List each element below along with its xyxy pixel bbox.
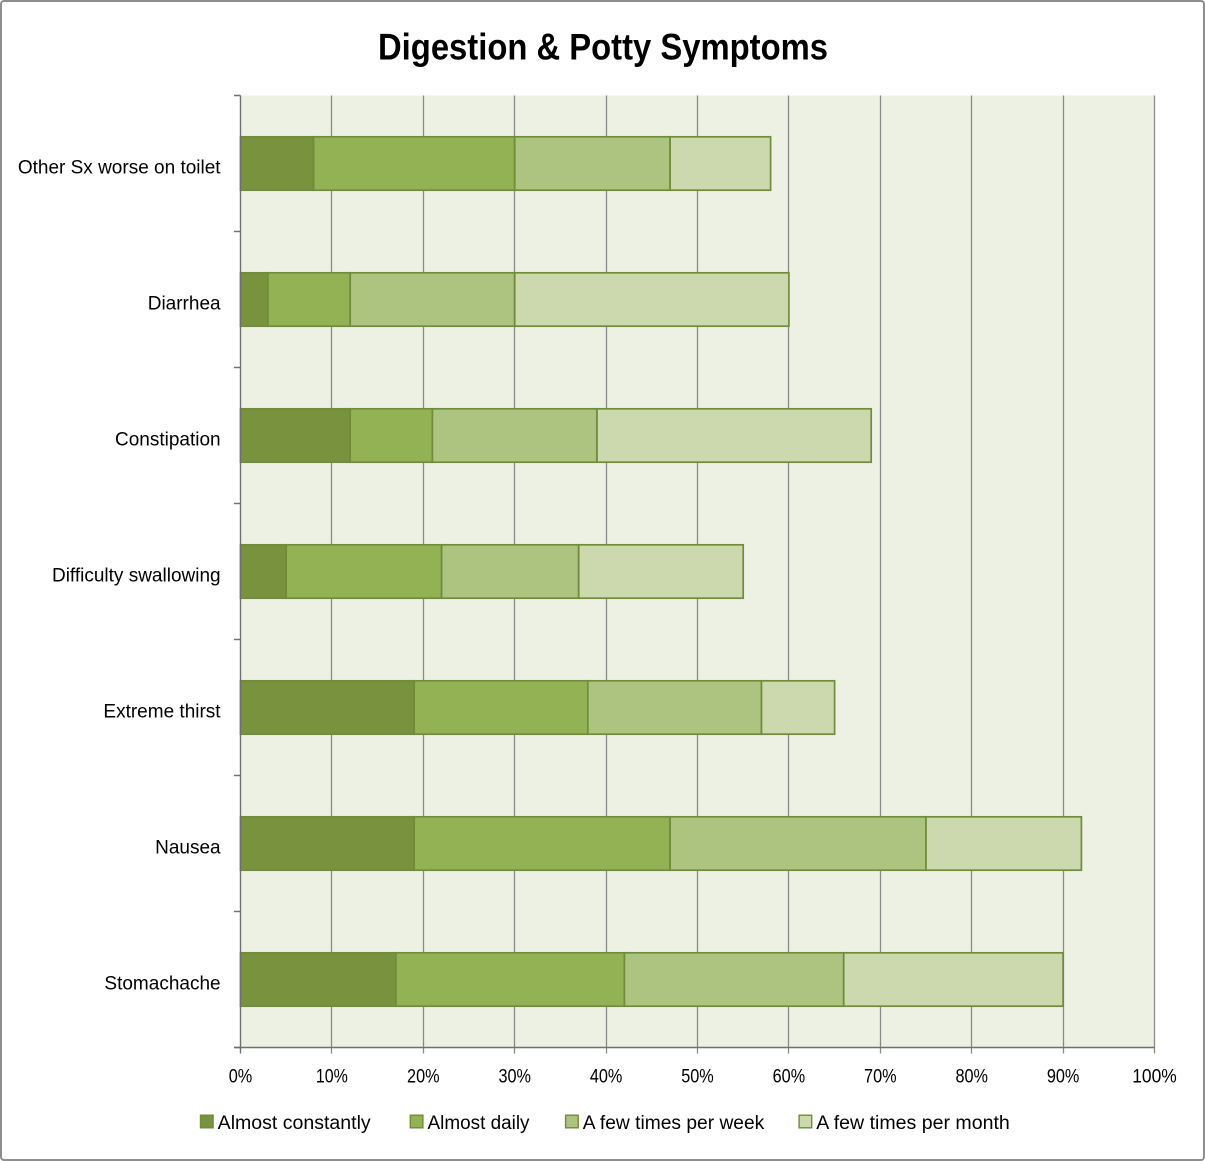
svg-text:Nausea: Nausea	[155, 837, 221, 858]
svg-text:Extreme thirst: Extreme thirst	[103, 701, 221, 722]
svg-text:Almost constantly: Almost constantly	[218, 1113, 371, 1134]
svg-text:80%: 80%	[955, 1066, 988, 1088]
svg-text:50%: 50%	[681, 1066, 714, 1088]
svg-text:70%: 70%	[864, 1066, 897, 1088]
svg-text:0%: 0%	[229, 1066, 253, 1088]
svg-text:Almost daily: Almost daily	[428, 1113, 530, 1134]
svg-text:60%: 60%	[773, 1066, 806, 1088]
svg-text:20%: 20%	[407, 1066, 440, 1088]
svg-text:Diarrhea: Diarrhea	[148, 293, 221, 314]
svg-text:Digestion & Potty Symptoms: Digestion & Potty Symptoms	[378, 26, 828, 67]
svg-text:Constipation: Constipation	[115, 429, 221, 450]
svg-text:90%: 90%	[1047, 1066, 1080, 1088]
svg-text:Stomachache: Stomachache	[104, 973, 220, 994]
svg-text:A few times per month: A few times per month	[816, 1113, 1010, 1134]
svg-text:Difficulty swallowing: Difficulty swallowing	[52, 565, 221, 586]
svg-text:10%: 10%	[316, 1066, 348, 1088]
svg-text:100%: 100%	[1132, 1066, 1177, 1088]
svg-text:40%: 40%	[590, 1066, 623, 1088]
svg-text:30%: 30%	[498, 1066, 531, 1088]
svg-text:Other Sx worse on toilet: Other Sx worse on toilet	[18, 157, 221, 178]
svg-text:A few times per week: A few times per week	[583, 1113, 765, 1134]
